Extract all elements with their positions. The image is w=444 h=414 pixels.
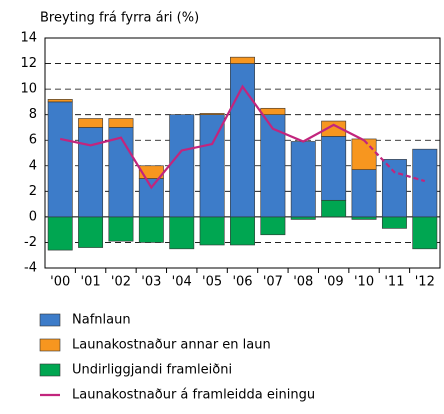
bar-segment: [169, 114, 195, 218]
line-series: [363, 139, 426, 183]
bar-segment: [381, 216, 407, 229]
x-tick-label: '06: [232, 275, 252, 290]
x-tick-label: '03: [141, 275, 161, 290]
bar-segment: [108, 216, 134, 242]
bar-segment: [412, 216, 438, 250]
y-tick-label: -4: [24, 261, 37, 276]
line-series: [59, 84, 365, 190]
y-tick-label: 6: [29, 133, 37, 148]
x-tick-label: '12: [415, 275, 435, 290]
y-tick-label: 12: [20, 56, 37, 71]
legend-swatch: [39, 363, 61, 377]
legend-swatch: [39, 338, 61, 352]
x-tick-label: '00: [50, 275, 70, 290]
x-tick-label: '10: [354, 275, 374, 290]
legend-label: Nafnlaun: [72, 313, 131, 328]
legend-swatch: [39, 313, 61, 327]
bar-segment: [230, 56, 255, 64]
x-tick-label: '02: [111, 275, 131, 290]
bar-segment: [351, 216, 377, 220]
bar-segment: [199, 216, 225, 246]
legend-label: Launakostnaður annar en laun: [72, 338, 271, 353]
bar-segment: [138, 178, 164, 218]
bar-segment: [78, 216, 104, 248]
x-tick-label: '01: [81, 275, 101, 290]
bar-segment: [138, 216, 164, 243]
x-tick-label: '07: [263, 275, 283, 290]
bar-segment: [412, 148, 438, 218]
y-tick-label: 0: [29, 209, 37, 224]
bar-segment: [47, 101, 73, 218]
bar-segment: [47, 216, 73, 251]
bar-segment: [47, 99, 73, 103]
bar-segment: [230, 63, 255, 218]
bar-segment: [381, 159, 407, 218]
bar-segment: [321, 199, 347, 218]
bar-segment: [78, 127, 104, 218]
bar-segment: [321, 120, 347, 137]
y-tick-label: 4: [29, 158, 37, 173]
y-tick-label: 14: [20, 31, 37, 46]
bar-segment: [78, 118, 104, 128]
y-axis-title: Breyting frá fyrra ári (%): [40, 11, 199, 26]
bar-segment: [108, 127, 134, 218]
plot-frame: [44, 37, 441, 269]
x-tick-label: '11: [384, 275, 404, 290]
bar-segment: [290, 141, 316, 218]
bar-segment: [351, 169, 377, 218]
bar-segment: [108, 118, 134, 128]
bar-segment: [260, 114, 286, 218]
bar-segment: [260, 107, 286, 115]
y-tick-label: -2: [24, 235, 37, 250]
y-tick-label: 10: [20, 82, 37, 97]
x-tick-label: '08: [293, 275, 313, 290]
bar-segment: [169, 216, 195, 250]
legend-label: Undirliggjandi framleiðni: [72, 363, 232, 378]
bar-segment: [199, 114, 225, 218]
x-tick-label: '09: [324, 275, 344, 290]
y-tick-label: 8: [29, 107, 37, 122]
bar-segment: [260, 216, 286, 236]
legend-label: Launakostnaður á framleidda einingu: [72, 388, 315, 403]
bar-segment: [199, 113, 225, 115]
y-tick-label: 2: [29, 184, 37, 199]
bar-segment: [321, 136, 347, 201]
bar-segment: [351, 138, 377, 170]
bar-segment: [290, 216, 316, 220]
x-tick-label: '04: [172, 275, 192, 290]
bar-segment: [230, 216, 255, 246]
x-tick-label: '05: [202, 275, 222, 290]
